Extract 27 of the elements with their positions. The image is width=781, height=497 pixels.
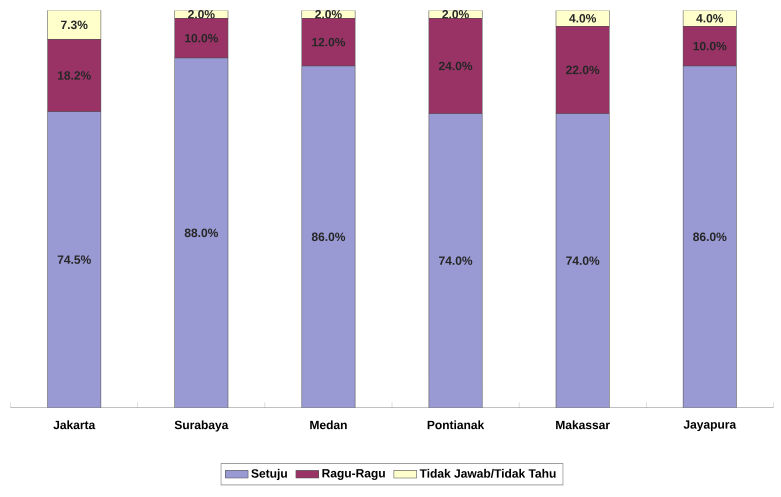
data-label: 4.0% xyxy=(696,14,724,23)
data-label: 10.0% xyxy=(185,34,218,42)
data-label: 22.0% xyxy=(566,66,600,74)
data-label: 74.0% xyxy=(566,256,600,265)
data-label: 74.0% xyxy=(439,256,472,265)
data-label: 7.3% xyxy=(61,20,88,30)
data-label: 86.0% xyxy=(693,232,726,242)
data-label: 74.5% xyxy=(58,255,91,264)
data-label: 18.2% xyxy=(58,71,91,80)
x-tick-label: Jayapura xyxy=(684,420,736,432)
data-label: 2.0% xyxy=(442,10,469,19)
x-tick-label: Surabaya xyxy=(174,420,228,432)
data-label: 88.0% xyxy=(184,228,218,238)
legend-label: Setuju xyxy=(251,468,287,480)
data-label: 24.0% xyxy=(438,62,472,70)
x-tick-label: Jakarta xyxy=(53,420,96,430)
data-label: 2.0% xyxy=(188,10,215,19)
data-label: 4.0% xyxy=(569,14,596,23)
x-tick-label: Makassar xyxy=(556,420,610,430)
data-label: 12.0% xyxy=(312,38,346,46)
x-tick-label: Medan xyxy=(310,420,347,430)
legend-label: Tidak Jawab/Tidak Tahu xyxy=(420,468,556,478)
data-label: 10.0% xyxy=(694,42,726,50)
legend-label: Ragu-Ragu xyxy=(322,469,385,480)
data-label: 86.0% xyxy=(312,232,346,242)
data-label: 2.0% xyxy=(315,10,342,19)
x-tick-label: Pontianak xyxy=(428,420,484,430)
